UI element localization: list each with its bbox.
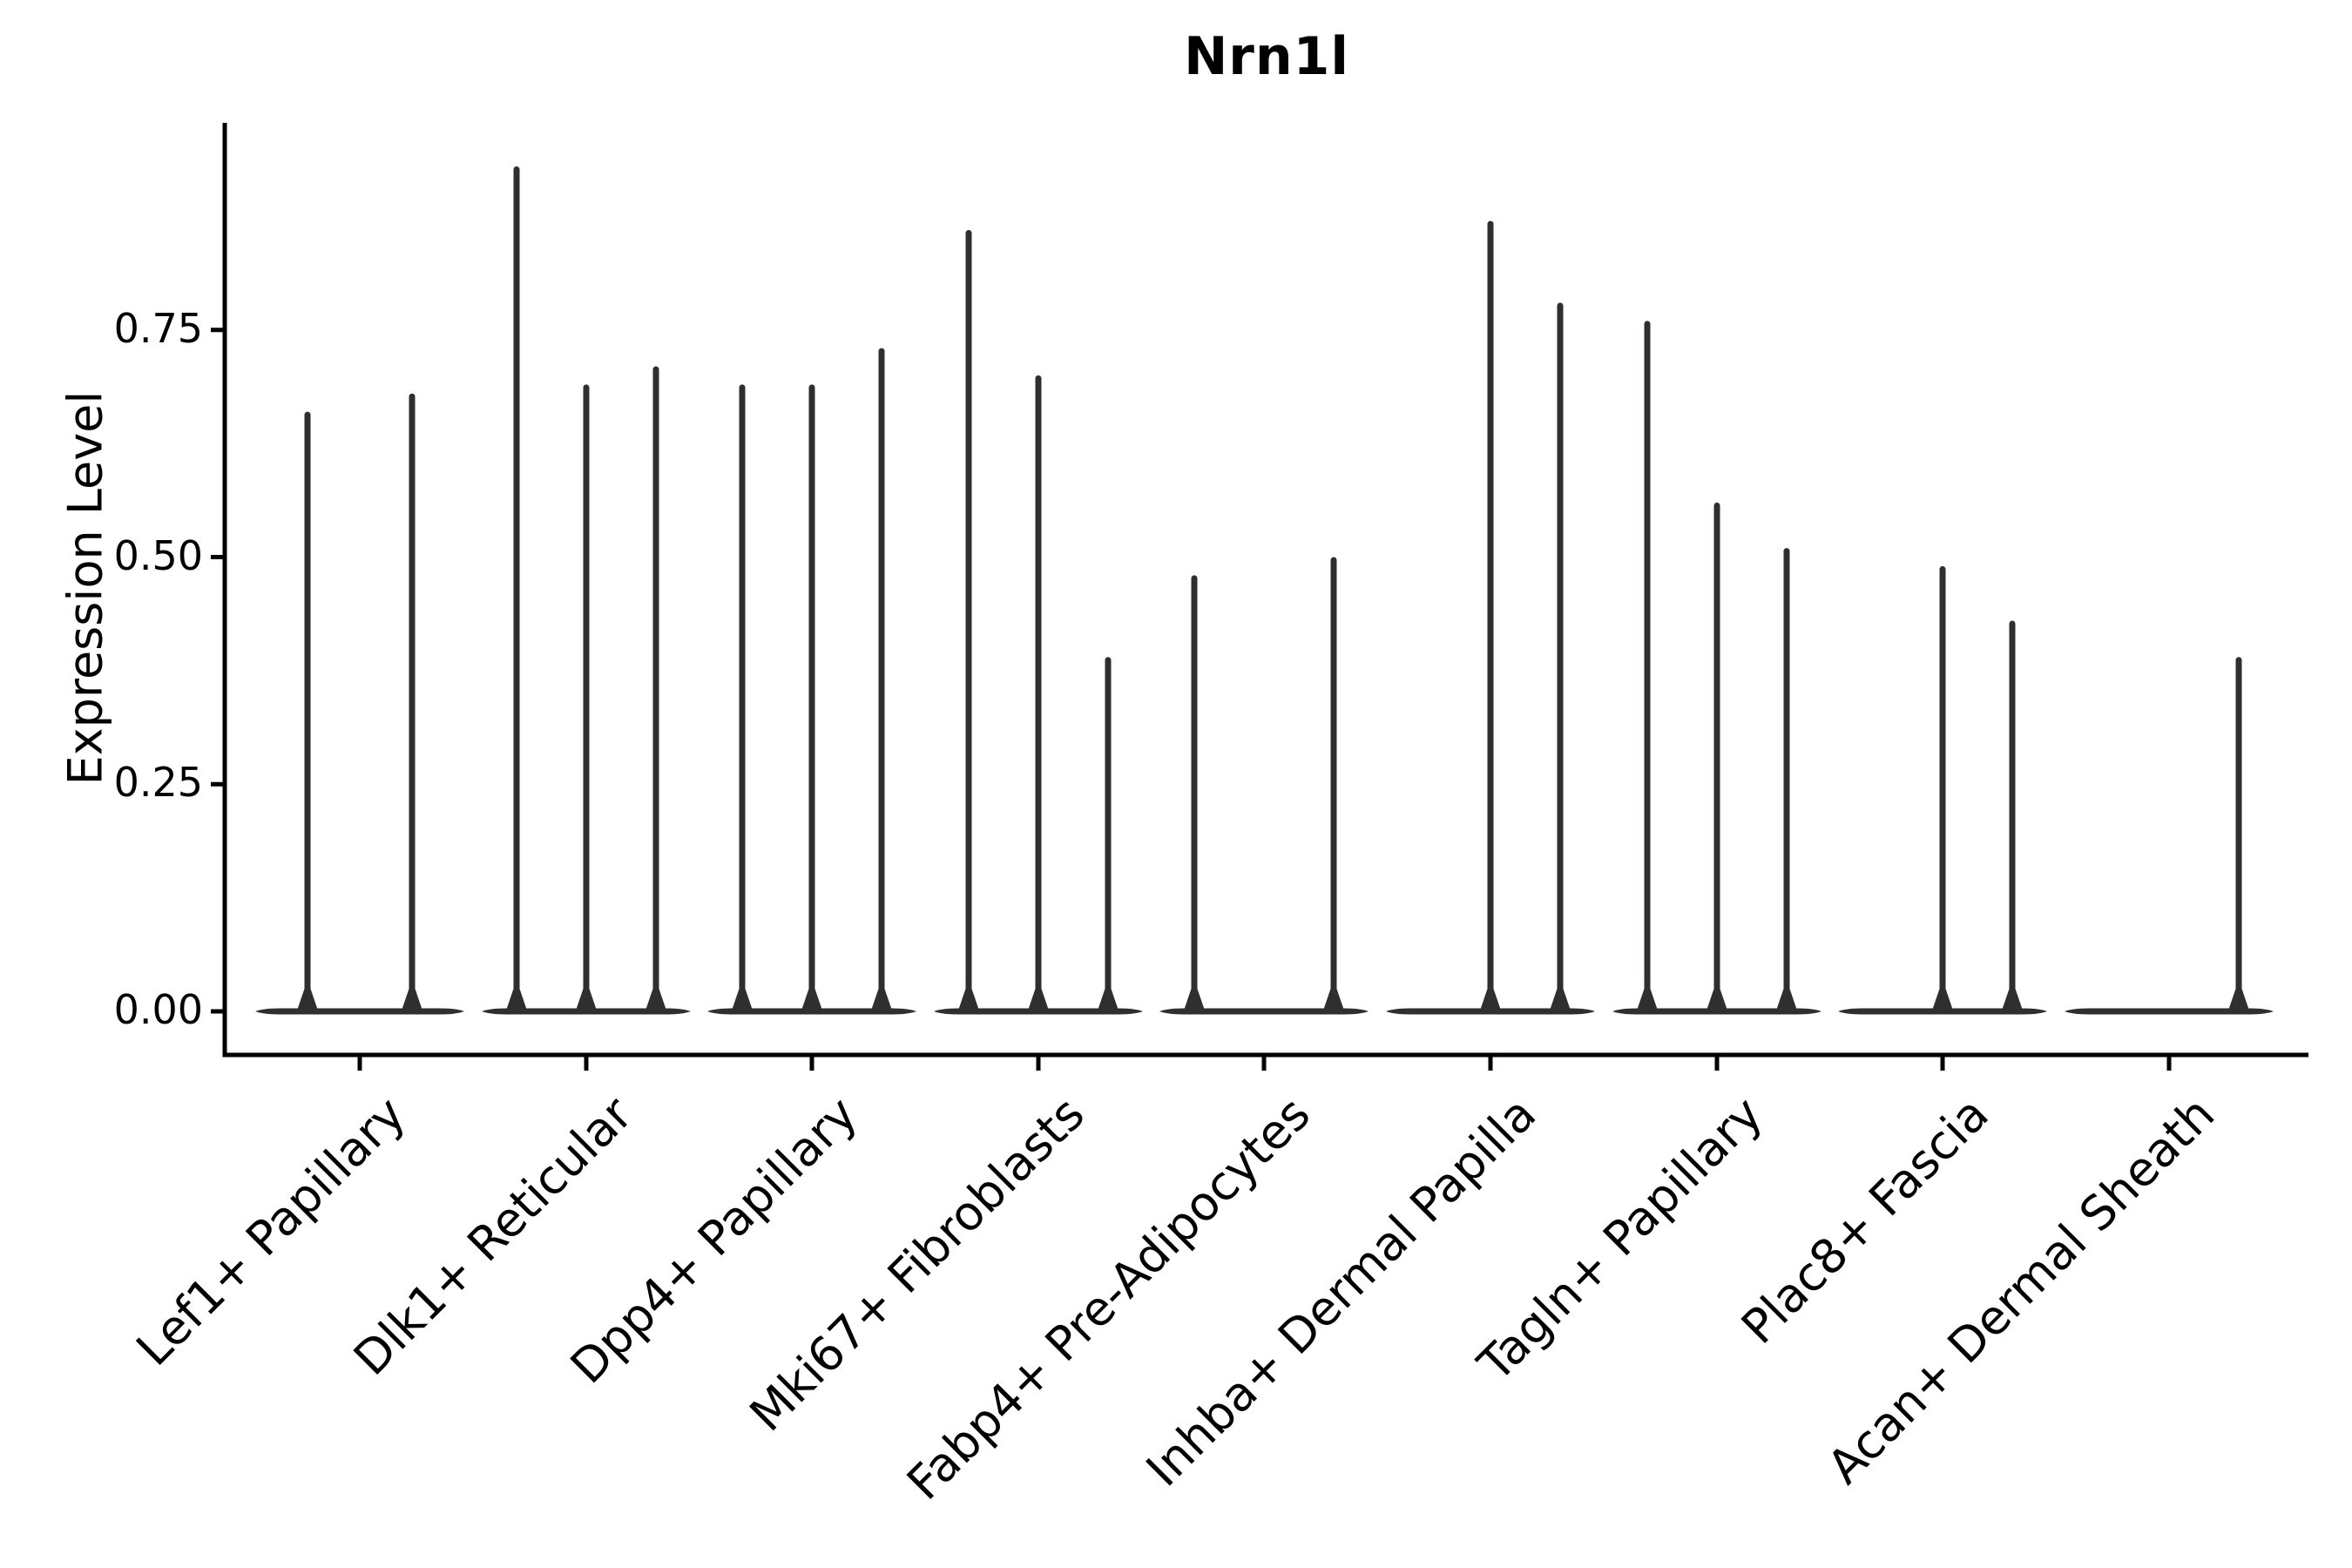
violin-base <box>482 1008 691 1015</box>
violin-spike <box>409 393 416 1010</box>
violin-base <box>255 1008 464 1015</box>
violin-spike <box>513 166 520 1010</box>
violin-spike <box>1105 657 1112 1010</box>
violin-spike <box>739 384 746 1010</box>
violin-spike <box>1939 565 1946 1010</box>
violin-base <box>934 1008 1143 1015</box>
violin-spike <box>1783 548 1790 1010</box>
violin-spike <box>2009 620 2016 1010</box>
violin-base <box>1159 1008 1369 1015</box>
y-tick-label: 0.75 <box>113 304 203 352</box>
violin-base <box>707 1008 916 1015</box>
violin-spike <box>652 366 659 1010</box>
violin-spike <box>1487 220 1494 1010</box>
violin-spike <box>1557 302 1564 1010</box>
violin-spike <box>878 348 885 1010</box>
violin-spike <box>965 230 972 1010</box>
y-tick-label: 0.25 <box>113 758 203 806</box>
violin-spike <box>1644 321 1651 1010</box>
chart-title: Nrn1l <box>1184 26 1349 87</box>
violin-spike <box>808 384 815 1010</box>
violin-base <box>1838 1008 2047 1015</box>
violin-base <box>1612 1008 1821 1015</box>
violin-base <box>1386 1008 1595 1015</box>
violin-spike <box>304 411 311 1010</box>
y-tick-label: 0.50 <box>113 531 203 579</box>
violin-spike <box>1191 575 1198 1010</box>
violin-spike <box>583 384 590 1010</box>
violin-spike <box>1035 375 1042 1010</box>
y-tick-label: 0.00 <box>113 985 203 1033</box>
violin-spike <box>2235 657 2242 1010</box>
violin-base <box>2065 1008 2274 1015</box>
violin-spike <box>1713 502 1720 1010</box>
violin-spike <box>1330 557 1337 1010</box>
